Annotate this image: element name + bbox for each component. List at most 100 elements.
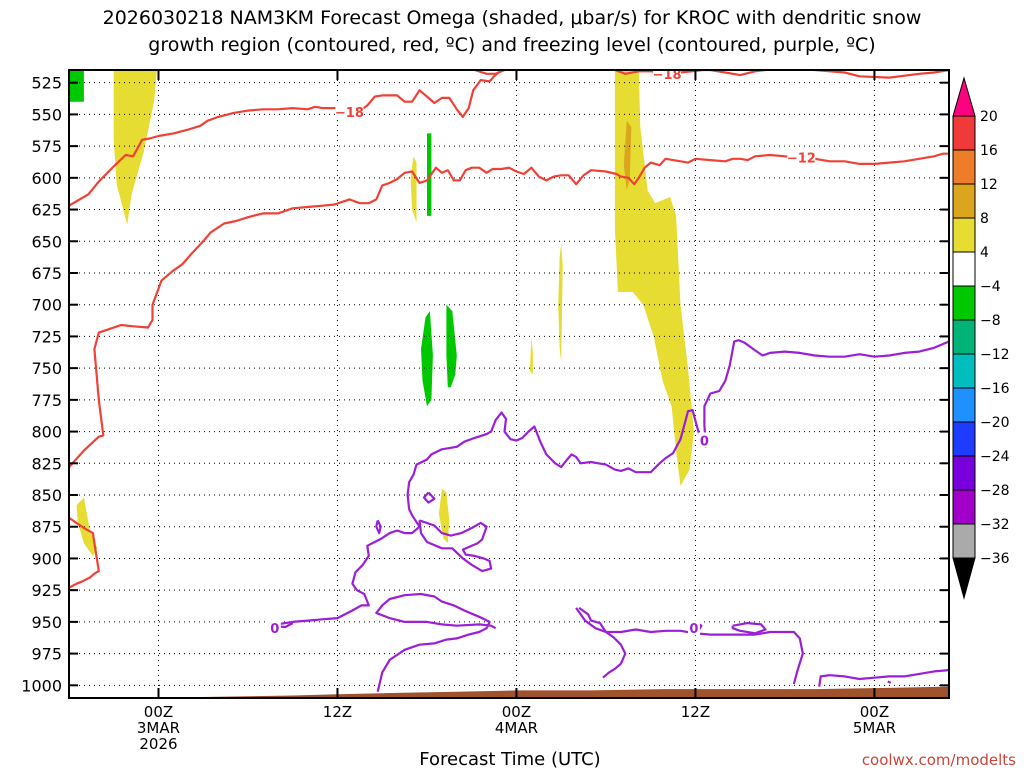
- plot-frame: [68, 69, 950, 699]
- plot-area: −18 −18 −12 0 0 0: [68, 65, 950, 699]
- y-tick-label-725: 725: [31, 327, 62, 346]
- colorbar-label-4: 4: [980, 245, 989, 261]
- colorbar-label-5: −4: [980, 279, 1001, 295]
- colorbar-box-5: [952, 251, 976, 287]
- colorbar-label-11: −28: [980, 483, 1010, 499]
- x-tick-label-0-0: 00Z: [144, 703, 173, 721]
- x-tick-label-4-0: 00Z: [860, 703, 889, 721]
- omega-region-0: [113, 70, 157, 225]
- colorbar-box-2: [952, 149, 976, 185]
- x-axis-label: Forecast Time (UTC): [419, 749, 600, 768]
- y-tick-label-650: 650: [31, 232, 62, 251]
- dotted-grid: [69, 70, 949, 698]
- contour-line-8: [418, 519, 493, 573]
- colorbar-box-8: [952, 353, 976, 389]
- y-tick-label-875: 875: [31, 518, 62, 537]
- omega-shading: [69, 70, 694, 556]
- contour-line-9: [422, 491, 436, 504]
- x-tick-label-2-0: 00Z: [502, 703, 531, 721]
- colorbar-label-1: 16: [980, 143, 998, 159]
- contour-line-11: [578, 607, 627, 679]
- contour-label-5: 0: [689, 622, 698, 637]
- contour-label-0: −18: [335, 106, 364, 121]
- contour-label-bg-2: [787, 149, 816, 165]
- omega-region-5: [421, 311, 433, 407]
- colorbar-top-triangle: [952, 76, 976, 117]
- chart-title-line2: growth region (contoured, red, ºC) and f…: [148, 34, 875, 56]
- contour-line-1: [474, 70, 505, 75]
- y-tick-label-750: 750: [31, 359, 62, 378]
- contour-label-bg-5: [687, 620, 700, 636]
- omega-region-6: [446, 304, 457, 388]
- y-tick-label-950: 950: [31, 613, 62, 632]
- omega-region-11: [623, 120, 632, 191]
- colorbar-label-2: 12: [980, 177, 998, 193]
- omega-region-3: [410, 156, 417, 223]
- omega-region-9: [529, 336, 533, 375]
- y-tick-label-600: 600: [31, 169, 62, 188]
- y-tick-label-975: 975: [31, 645, 62, 664]
- colorbar-box-4: [952, 217, 976, 253]
- contour-line-15: [818, 669, 949, 687]
- colorbar-bottom-triangle: [952, 557, 976, 600]
- colorbar-box-6: [952, 285, 976, 321]
- colorbar-box-9: [952, 387, 976, 423]
- credit-text: coolwx.com/modelts: [862, 751, 1016, 768]
- y-tick-label-1000: 1000: [21, 676, 62, 695]
- colorbar-label-3: 8: [980, 211, 989, 227]
- colorbar-label-0: 20: [980, 109, 998, 125]
- colorbar-box-10: [952, 421, 976, 457]
- x-tick-label-3-0: 12Z: [681, 703, 710, 721]
- contour-label-bg-3: [268, 620, 281, 636]
- x-tick-label-1-0: 12Z: [323, 703, 352, 721]
- colorbar-label-13: −36: [980, 551, 1010, 567]
- contour-label-2: −12: [787, 152, 816, 167]
- contour-labels: −18 −18 −12 0 0 0: [268, 65, 816, 637]
- y-tick-label-850: 850: [31, 486, 62, 505]
- colorbar-box-1: [952, 115, 976, 151]
- contour-label-1: −18: [653, 68, 682, 83]
- colorbar: 20 16 12 8 4 −4 −8 −12 −16 −20 −24 −28 −32 −36: [952, 76, 1010, 600]
- contours: [69, 70, 949, 692]
- y-tick-label-675: 675: [31, 264, 62, 283]
- chart-title-line1: 2026030218 NAM3KM Forecast Omega (shaded…: [103, 7, 922, 29]
- y-tick-label-900: 900: [31, 549, 62, 568]
- contour-line-4: [69, 516, 100, 589]
- colorbar-label-8: −16: [980, 381, 1010, 397]
- y-tick-label-700: 700: [31, 296, 62, 315]
- contour-label-bg-4: [698, 432, 711, 448]
- colorbar-label-9: −20: [980, 415, 1010, 431]
- x-tick-label-4-1: 5MAR: [853, 719, 896, 737]
- y-tick-label-625: 625: [31, 201, 62, 220]
- colorbar-label-7: −12: [980, 347, 1010, 363]
- y-axis: 525 550 575 600 625 650 675 700 725 750 775 800 825 8…: [21, 74, 949, 695]
- omega-region-2: [76, 497, 98, 556]
- y-tick-label-825: 825: [31, 454, 62, 473]
- contour-line-7: [375, 592, 497, 692]
- omega-region-1: [69, 70, 84, 102]
- contour-line-16: [887, 680, 892, 684]
- colorbar-box-11: [952, 455, 976, 491]
- contour-label-3: 0: [270, 622, 279, 637]
- omega-region-10: [614, 70, 694, 487]
- colorbar-label-10: −24: [980, 449, 1010, 465]
- colorbar-box-12: [952, 489, 976, 525]
- terrain-fill: [69, 686, 949, 698]
- y-tick-label-525: 525: [31, 74, 62, 93]
- colorbar-box-13: [952, 523, 976, 559]
- contour-line-5: [268, 339, 949, 627]
- y-tick-label-575: 575: [31, 137, 62, 156]
- omega-region-4: [427, 133, 432, 216]
- contour-line-10: [375, 519, 382, 535]
- y-tick-label-550: 550: [31, 105, 62, 124]
- colorbar-box-7: [952, 319, 976, 355]
- colorbar-box-3: [952, 183, 976, 219]
- terrain-polygon: [69, 686, 949, 698]
- x-tick-label-2-1: 4MAR: [495, 719, 538, 737]
- x-tick-label-0-2: 2026: [139, 735, 177, 753]
- x-tick-label-0-1: 3MAR: [137, 719, 180, 737]
- contour-line-14: [731, 621, 767, 635]
- colorbar-label-12: −32: [980, 517, 1010, 533]
